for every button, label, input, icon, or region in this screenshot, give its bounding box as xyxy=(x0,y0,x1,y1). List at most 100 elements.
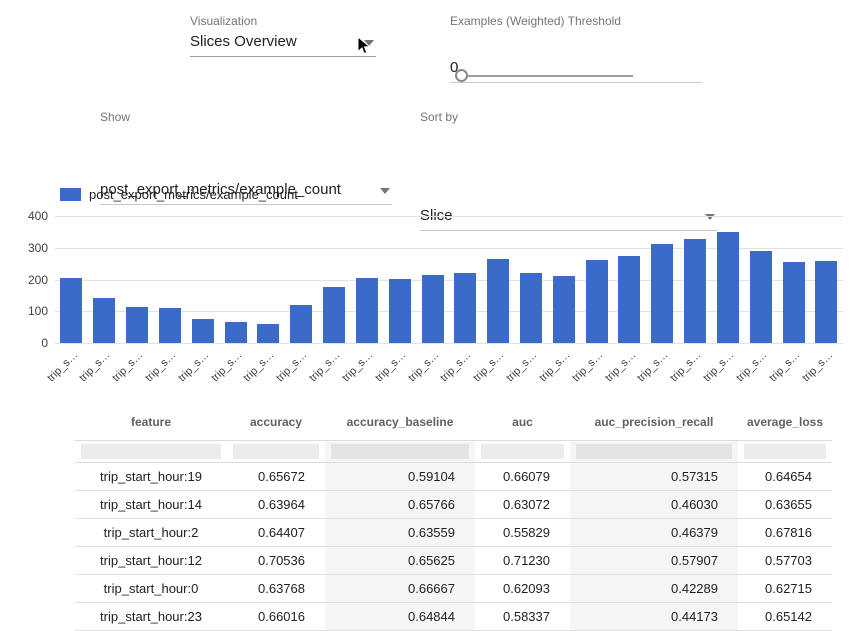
metric-cell: 0.63655 xyxy=(738,490,832,519)
metric-cell: 0.57315 xyxy=(570,462,738,491)
bar-slot xyxy=(547,276,580,343)
bar[interactable] xyxy=(93,297,116,343)
bar[interactable] xyxy=(520,273,542,343)
bar-slot xyxy=(646,244,679,343)
metric-cell: 0.63559 xyxy=(325,518,475,547)
metric-cell: 0.59104 xyxy=(325,462,475,491)
bar[interactable] xyxy=(651,244,674,343)
bar[interactable] xyxy=(257,323,280,343)
filter-cell xyxy=(227,440,325,463)
column-header[interactable]: accuracy xyxy=(227,404,325,441)
metric-cell: 0.70536 xyxy=(227,546,325,575)
y-axis-tick: 300 xyxy=(27,240,48,255)
threshold-input[interactable]: 0 xyxy=(450,57,702,83)
y-axis: 0 100 200 300 400 xyxy=(8,209,48,350)
metric-cell: 0.63964 xyxy=(227,490,325,519)
metric-cell: 0.46379 xyxy=(570,518,738,547)
slider-track[interactable] xyxy=(455,75,633,77)
column-filter-input[interactable] xyxy=(233,443,319,459)
column-filter-input[interactable] xyxy=(331,443,469,459)
metric-cell: 0.46030 xyxy=(570,490,738,519)
metric-cell: 0.62093 xyxy=(475,574,570,603)
bar[interactable] xyxy=(716,232,739,343)
metric-cell: 0.65625 xyxy=(325,546,475,575)
metrics-table: feature accuracy accuracy_baseline auc auc_p… xyxy=(75,404,832,631)
bar-slot xyxy=(383,278,416,343)
bar[interactable] xyxy=(487,259,510,343)
visualization-label: Visualization xyxy=(190,14,258,28)
bar[interactable] xyxy=(355,277,378,343)
column-header[interactable]: auc_precision_recall xyxy=(570,404,738,441)
column-header[interactable]: feature xyxy=(75,404,227,441)
bar[interactable] xyxy=(454,272,477,343)
bar-slot xyxy=(515,273,548,343)
bar[interactable] xyxy=(421,275,444,343)
bar[interactable] xyxy=(815,261,838,343)
table-row: trip_start_hour:2 0.64407 0.63559 0.55829 0.… xyxy=(75,518,832,547)
show-dropdown-value: post_export_metrics/example_count xyxy=(100,181,341,198)
filter-cell xyxy=(475,440,570,463)
metric-cell: 0.62715 xyxy=(738,574,832,603)
metric-cell: 0.66667 xyxy=(325,574,475,603)
bar[interactable] xyxy=(552,276,575,343)
bar-slot xyxy=(744,251,777,343)
y-axis-tick: 0 xyxy=(41,336,48,350)
bar[interactable] xyxy=(158,307,181,343)
table-row: trip_start_hour:12 0.70536 0.65625 0.71230 0… xyxy=(75,546,832,575)
bar[interactable] xyxy=(388,278,411,343)
bar[interactable] xyxy=(782,262,805,343)
bar-slot xyxy=(416,275,449,343)
bar-slot xyxy=(449,272,482,343)
column-header[interactable]: average_loss xyxy=(738,404,832,441)
x-axis: trip_s… trip_s… trip_s… trip_s… trip_s… trip_… xyxy=(45,346,843,404)
bar[interactable] xyxy=(224,321,247,343)
legend-swatch xyxy=(60,188,81,201)
bar[interactable] xyxy=(323,286,346,343)
bar-slot xyxy=(580,260,613,343)
feature-cell: trip_start_hour:0 xyxy=(75,574,227,603)
filter-cell xyxy=(75,440,227,463)
column-filter-input[interactable] xyxy=(576,443,732,459)
sort-by-label: Sort by xyxy=(420,110,459,124)
gridline xyxy=(55,279,843,281)
column-header[interactable]: auc xyxy=(475,404,570,441)
visualization-dropdown[interactable]: Slices Overview xyxy=(190,31,376,57)
metric-cell: 0.67816 xyxy=(738,518,832,547)
bar-slot xyxy=(285,304,318,343)
feature-cell: trip_start_hour:2 xyxy=(75,518,227,547)
metric-cell: 0.66079 xyxy=(475,462,570,491)
column-filter-input[interactable] xyxy=(744,443,826,459)
legend-label: post_export_metrics/example_count xyxy=(89,187,298,202)
show-label: Show xyxy=(100,110,131,124)
threshold-slider[interactable] xyxy=(455,69,633,83)
column-filter-input[interactable] xyxy=(81,443,221,459)
bars xyxy=(55,216,843,343)
show-dropdown[interactable]: post_export_metrics/example_count xyxy=(100,179,392,205)
metric-cell: 0.64407 xyxy=(227,518,325,547)
bar-slot xyxy=(679,239,712,343)
table-header-row: feature accuracy accuracy_baseline auc auc_p… xyxy=(75,404,832,441)
metric-cell: 0.63768 xyxy=(227,574,325,603)
y-axis-tick: 200 xyxy=(27,272,48,287)
bar[interactable] xyxy=(126,306,149,343)
bar[interactable] xyxy=(749,251,772,343)
chart-legend: post_export_metrics/example_count xyxy=(60,187,298,202)
bar[interactable] xyxy=(618,256,641,343)
table-row: trip_start_hour:0 0.63768 0.66667 0.62093 0.… xyxy=(75,574,832,603)
bar[interactable] xyxy=(191,318,214,343)
y-axis-tick: 100 xyxy=(27,304,48,319)
x-axis-label: trip_s… xyxy=(44,349,80,385)
column-header[interactable]: accuracy_baseline xyxy=(325,404,475,441)
filter-cell xyxy=(570,440,738,463)
bar[interactable] xyxy=(585,260,608,343)
slider-handle[interactable] xyxy=(455,69,468,82)
bar-slot xyxy=(613,256,646,343)
sort-by-dropdown[interactable]: Slice xyxy=(420,205,717,231)
bar[interactable] xyxy=(684,239,707,343)
bar[interactable] xyxy=(290,304,313,343)
visualization-dropdown-value: Slices Overview xyxy=(190,33,297,50)
chevron-down-icon xyxy=(705,214,715,220)
column-filter-input[interactable] xyxy=(481,443,564,459)
bar-slot xyxy=(88,297,121,343)
bar[interactable] xyxy=(60,277,83,343)
